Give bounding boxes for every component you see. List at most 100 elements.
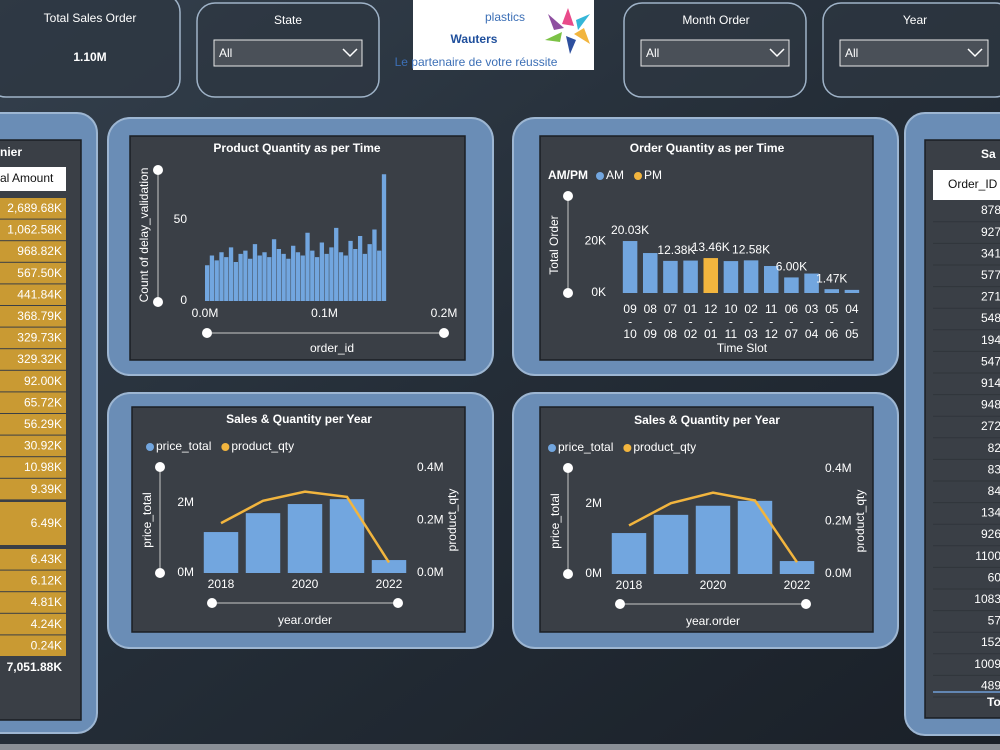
x-tick-label: 2022: [784, 578, 811, 592]
kpi-value: 1.10M: [73, 50, 106, 64]
table-value: 548: [981, 311, 1000, 325]
table-cell: [0, 262, 66, 284]
legend-label: product_qty: [231, 439, 294, 453]
x-tick-label: 0.0M: [192, 306, 219, 320]
slider-handle[interactable]: [155, 568, 165, 578]
y2-tick-label: 0.0M: [417, 565, 444, 579]
y-tick-label: 0M: [177, 565, 194, 579]
dropdown[interactable]: [213, 39, 363, 67]
chart-title: Sales & Quantity per Year: [226, 412, 372, 426]
logo-star: [545, 8, 590, 54]
bar: [319, 242, 325, 301]
y2-tick-label: 0.4M: [825, 461, 852, 475]
dropdown[interactable]: [640, 39, 790, 67]
legend-label: product_qty: [633, 440, 696, 454]
table-cell: [0, 349, 66, 370]
slider-handle[interactable]: [153, 165, 163, 175]
table-value: 368.79K: [17, 309, 62, 323]
bar: [286, 258, 291, 301]
table-total: 7,051.88K: [7, 660, 63, 674]
data-label: 12.58K: [732, 243, 770, 257]
table-value: 567.50K: [17, 266, 62, 280]
dropdown-value[interactable]: All: [646, 46, 659, 60]
bar: [287, 504, 323, 573]
bar: [804, 273, 819, 293]
table-cell: [0, 549, 66, 570]
table-title: Sa: [981, 147, 996, 161]
bar: [779, 561, 815, 574]
dropdown-value[interactable]: All: [219, 46, 232, 60]
slider-handle[interactable]: [155, 462, 165, 472]
table-cell: [0, 241, 66, 262]
table-value: 948: [981, 398, 1000, 412]
bar: [329, 247, 334, 301]
legend-title: AM/PM: [548, 168, 588, 182]
chevron[interactable]: [769, 48, 785, 58]
y2-tick-label: 0.2M: [417, 513, 444, 527]
legend-label: AM: [606, 168, 624, 182]
x-axis-label: year.order: [686, 614, 740, 628]
slider-handle[interactable]: [207, 598, 217, 608]
kpi-card: [0, 0, 181, 98]
table-value: 9.39K: [31, 482, 62, 496]
table-cell: [0, 613, 66, 635]
table-cell: [0, 570, 66, 592]
bottom-bar: [0, 744, 1000, 750]
table-value: 1009: [974, 657, 1000, 671]
table-value: 84: [988, 484, 1000, 498]
slider-handle[interactable]: [153, 297, 163, 307]
slicer-label: Year: [903, 13, 927, 27]
legend-label: price_total: [558, 440, 613, 454]
chevron[interactable]: [967, 48, 983, 58]
dropdown[interactable]: [839, 39, 989, 67]
slider-handle[interactable]: [563, 569, 573, 579]
slider-handle[interactable]: [439, 328, 449, 338]
x-tick-label: 2022: [376, 577, 403, 591]
dropdown-value[interactable]: All: [845, 46, 858, 60]
bar: [367, 244, 372, 301]
x-tick-label: 05 -06: [825, 302, 839, 341]
bar: [353, 249, 358, 301]
slider-handle[interactable]: [202, 328, 212, 338]
legend-swatch: [623, 444, 632, 452]
line: [628, 491, 799, 563]
x-tick-label: 2018: [208, 577, 235, 591]
slider-handle[interactable]: [563, 191, 573, 201]
table-value: 65.72K: [24, 395, 62, 409]
bar: [262, 252, 267, 301]
table-value: 83: [988, 462, 1000, 476]
y2-axis-label: product_qty: [853, 490, 867, 553]
legend-swatch: [146, 443, 154, 451]
bar: [824, 289, 840, 293]
table-cell: [0, 370, 66, 392]
x-tick-label: 10 -11: [724, 302, 738, 341]
bar: [784, 277, 799, 293]
table-value: 6.49K: [31, 516, 62, 530]
bar: [295, 252, 301, 301]
data-label: 1.47K: [816, 271, 847, 285]
y-tick-label: 2M: [177, 495, 194, 509]
slicer-label: State: [274, 13, 302, 27]
table-value: 878: [981, 203, 1000, 217]
x-tick-label: 2020: [292, 577, 319, 591]
legend-swatch: [221, 443, 230, 451]
bar: [703, 258, 719, 293]
table-cell: [0, 284, 66, 305]
x-axis-label: year.order: [278, 613, 332, 627]
bar: [291, 245, 296, 301]
table-cell: [0, 592, 66, 613]
bar: [203, 532, 239, 573]
slider-handle[interactable]: [563, 463, 573, 473]
x-tick-label: 0.2M: [431, 306, 458, 320]
kpi-label: Total Sales Order: [44, 11, 137, 25]
slider-handle[interactable]: [801, 599, 811, 609]
slider-handle[interactable]: [615, 599, 625, 609]
logo-small: plastics: [485, 10, 525, 24]
bar: [224, 257, 229, 301]
slider-handle[interactable]: [563, 288, 573, 298]
table-cell: [0, 327, 66, 349]
slider-handle[interactable]: [393, 598, 403, 608]
table-value: 914: [981, 376, 1000, 390]
chevron[interactable]: [342, 48, 358, 58]
bar: [310, 250, 315, 301]
